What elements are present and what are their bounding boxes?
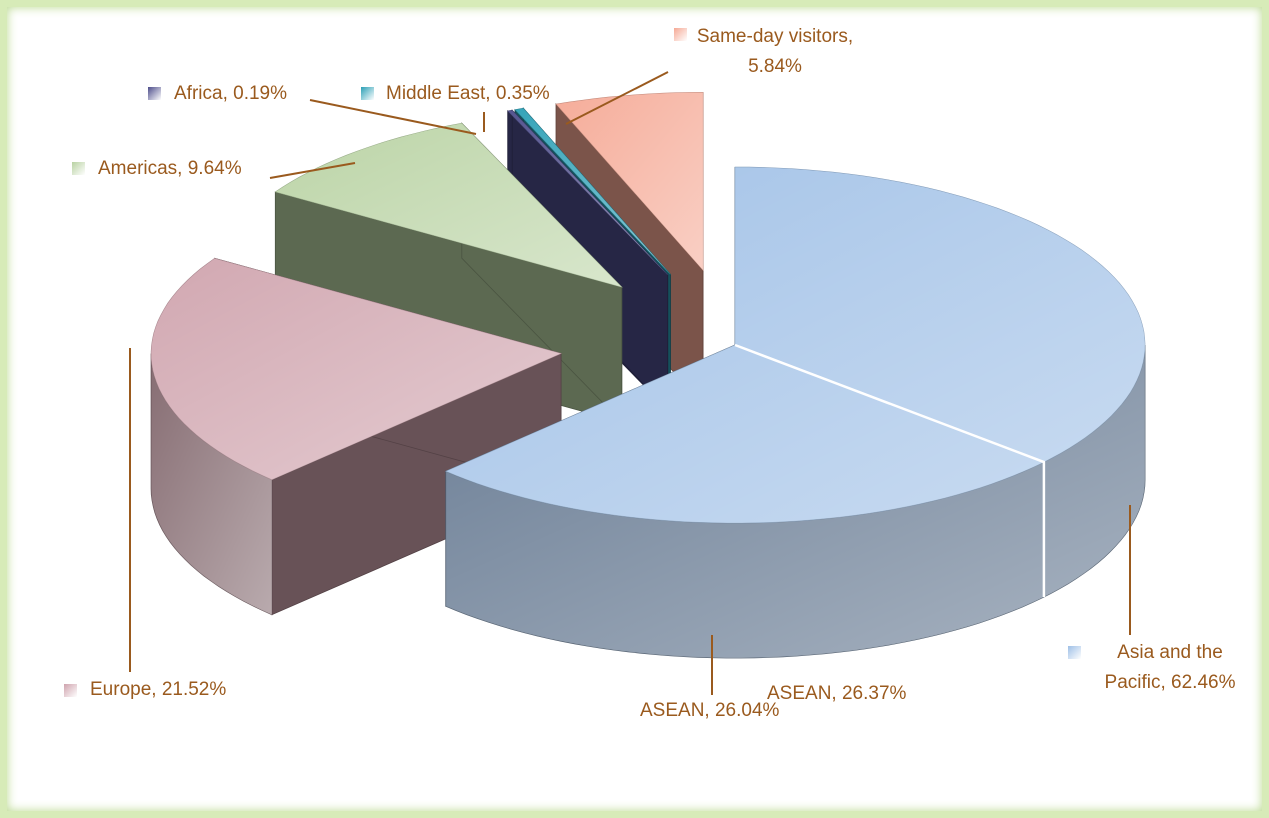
annotation: ASEAN, 26.37% xyxy=(767,683,906,705)
annotation: ASEAN, 26.04% xyxy=(640,700,779,722)
data-label: Africa, 0.19% xyxy=(174,79,287,109)
data-label: Same-day visitors, 5.84% xyxy=(690,22,860,82)
data-label: Europe, 21.52% xyxy=(90,675,226,705)
data-label: Americas, 9.64% xyxy=(98,154,242,184)
legend-marker xyxy=(361,87,374,100)
data-label: Asia and the Pacific, 62.46% xyxy=(1085,638,1255,698)
legend-marker xyxy=(64,684,77,697)
legend-marker xyxy=(1068,646,1081,659)
legend-marker xyxy=(72,162,85,175)
legend-marker xyxy=(674,28,687,41)
legend-marker xyxy=(148,87,161,100)
data-label: Middle East, 0.35% xyxy=(386,79,550,109)
